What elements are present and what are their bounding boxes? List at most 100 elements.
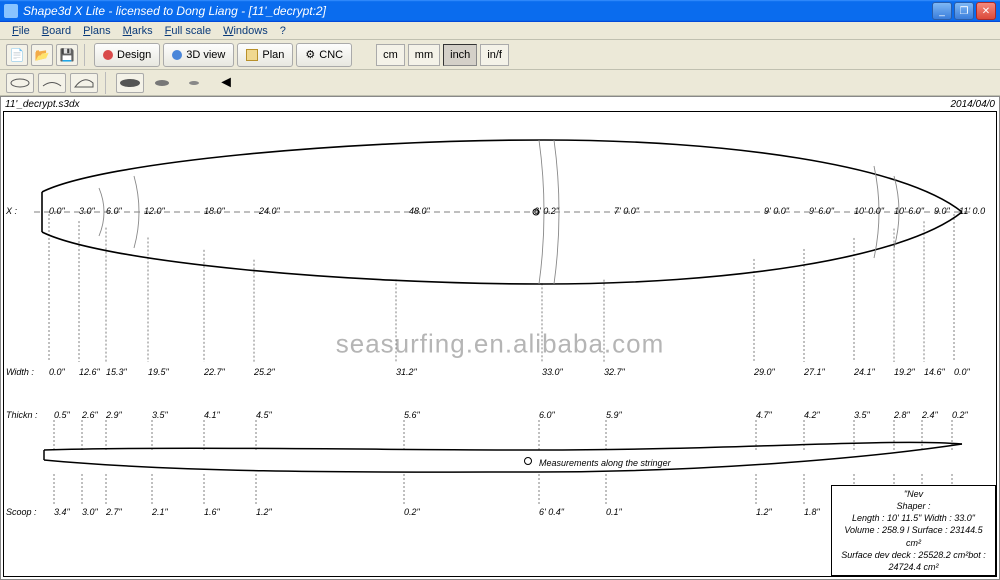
thickness-label: 2.9" (106, 410, 122, 420)
outline-shape-button[interactable] (6, 73, 34, 93)
width-label: 0.0" (49, 367, 65, 377)
save-file-button[interactable]: 💾 (56, 44, 78, 66)
canvas-filename: 11'_decrypt.s3dx (5, 99, 80, 110)
width-label: 12.6" (79, 367, 100, 377)
slice1-button[interactable] (116, 73, 144, 93)
info-name: "Nev (836, 488, 991, 500)
close-button[interactable]: ✕ (976, 2, 996, 20)
design-label: Design (117, 49, 151, 61)
thickness-label: 2.6" (82, 410, 98, 420)
x-label: 24.0" (259, 206, 280, 216)
width-label: 19.5" (148, 367, 169, 377)
x-label: 9' 0.0" (764, 206, 789, 216)
rocker-shape-button[interactable] (70, 73, 98, 93)
thickness-label: 5.6" (404, 410, 420, 420)
width-label: 27.1" (804, 367, 825, 377)
menu-windows[interactable]: Windows (219, 24, 272, 38)
scoop-label: 3.4" (54, 507, 70, 517)
scoop-label: 0.1" (606, 507, 622, 517)
drawing-area[interactable]: 0.0"3.0"6.0"12.0"18.0"24.0"48.0"6' 0.2"7… (3, 111, 997, 577)
maximize-button[interactable]: ❐ (954, 2, 974, 20)
info-shaper: Shaper : (836, 500, 991, 512)
main-toolbar: 📄 📂 💾 Design 3D view Plan ⚙ CNC cm mm in… (0, 40, 1000, 70)
scoop-label: 1.2" (256, 507, 272, 517)
plan-mode-button[interactable]: Plan (237, 43, 293, 67)
3dview-icon (172, 50, 182, 60)
width-label: 14.6" (924, 367, 945, 377)
width-label: 31.2" (396, 367, 417, 377)
menu-bar: File Board Plans Marks Full scale Window… (0, 22, 1000, 40)
thickness-label: 3.5" (152, 410, 168, 420)
window-title: Shape3d X Lite - licensed to Dong Liang … (23, 4, 932, 18)
slice3-button[interactable] (180, 73, 208, 93)
topview-drawing (4, 112, 994, 372)
cnc-icon: ⚙ (305, 48, 315, 61)
unit-inf-button[interactable]: in/f (480, 44, 509, 66)
measure-marker (524, 457, 532, 465)
thickness-label: 3.5" (854, 410, 870, 420)
scoop-label: 6' 0.4" (539, 507, 564, 517)
x-label: 3.0" (79, 206, 95, 216)
x-label: 7' 0.0" (614, 206, 639, 216)
info-dims: Length : 10' 11.5" Width : 33.0" (836, 512, 991, 524)
open-file-button[interactable]: 📂 (31, 44, 53, 66)
design-icon (103, 50, 113, 60)
thickness-label: 2.4" (922, 410, 938, 420)
profile-shape-button[interactable] (38, 73, 66, 93)
scoop-prefix: Scoop : (6, 507, 37, 517)
thickness-label: 6.0" (539, 410, 555, 420)
3dview-mode-button[interactable]: 3D view (163, 43, 234, 67)
menu-file[interactable]: File (8, 24, 34, 38)
x-label: 9' 6.0" (809, 206, 834, 216)
x-label: 9.0" (934, 206, 950, 216)
slice2-button[interactable] (148, 73, 176, 93)
x-label: 0.0" (49, 206, 65, 216)
menu-plans[interactable]: Plans (79, 24, 115, 38)
scoop-label: 2.1" (152, 507, 168, 517)
scroll-left-button[interactable]: ◄ (212, 73, 240, 93)
plan-label: Plan (262, 49, 284, 61)
scoop-label: 3.0" (82, 507, 98, 517)
unit-cm-button[interactable]: cm (376, 44, 405, 66)
x-label: 10' 0.0" (854, 206, 884, 216)
new-file-button[interactable]: 📄 (6, 44, 28, 66)
width-label: 22.7" (204, 367, 225, 377)
x-label: 18.0" (204, 206, 225, 216)
plan-icon (246, 49, 258, 61)
thickness-label: 0.5" (54, 410, 70, 420)
scoop-label: 1.6" (204, 507, 220, 517)
window-titlebar: Shape3d X Lite - licensed to Dong Liang … (0, 0, 1000, 22)
menu-marks[interactable]: Marks (119, 24, 157, 38)
menu-fullscale[interactable]: Full scale (161, 24, 215, 38)
width-label: 25.2" (254, 367, 275, 377)
thickness-label: 4.7" (756, 410, 772, 420)
design-canvas[interactable]: 11'_decrypt.s3dx 2014/04/0 0.0" 3.0" 6.0" 1… (0, 96, 1000, 580)
cnc-mode-button[interactable]: ⚙ CNC (296, 43, 352, 67)
thickness-label: 5.9" (606, 410, 622, 420)
app-icon (4, 4, 18, 18)
design-mode-button[interactable]: Design (94, 43, 160, 67)
x-label: 48.0" (409, 206, 430, 216)
thickness-label: 4.1" (204, 410, 220, 420)
width-prefix: Width : (6, 367, 34, 377)
x-label: 11' 0.0 (959, 206, 985, 216)
unit-inch-button[interactable]: inch (443, 44, 477, 66)
info-vol: Volume : 258.9 l Surface : 23144.5 cm² (836, 524, 991, 548)
scoop-label: 0.2" (404, 507, 420, 517)
x-label: 6' 0.2" (534, 206, 559, 216)
cnc-label: CNC (319, 49, 343, 61)
x-axis-prefix: X : (6, 206, 17, 216)
width-label: 15.3" (106, 367, 127, 377)
x-label: 10' 6.0" (894, 206, 924, 216)
scoop-label: 2.7" (106, 507, 122, 517)
info-surf: Surface dev deck : 25528.2 cm²bot : 2472… (836, 549, 991, 573)
menu-board[interactable]: Board (38, 24, 75, 38)
thickness-prefix: Thickn : (6, 410, 38, 420)
canvas-date: 2014/04/0 (951, 99, 996, 110)
width-label: 19.2" (894, 367, 915, 377)
unit-mm-button[interactable]: mm (408, 44, 440, 66)
shape-toolbar: ◄ (0, 70, 1000, 96)
info-panel: "Nev Shaper : Length : 10' 11.5" Width :… (831, 485, 996, 576)
minimize-button[interactable]: _ (932, 2, 952, 20)
menu-help[interactable]: ? (276, 24, 290, 38)
